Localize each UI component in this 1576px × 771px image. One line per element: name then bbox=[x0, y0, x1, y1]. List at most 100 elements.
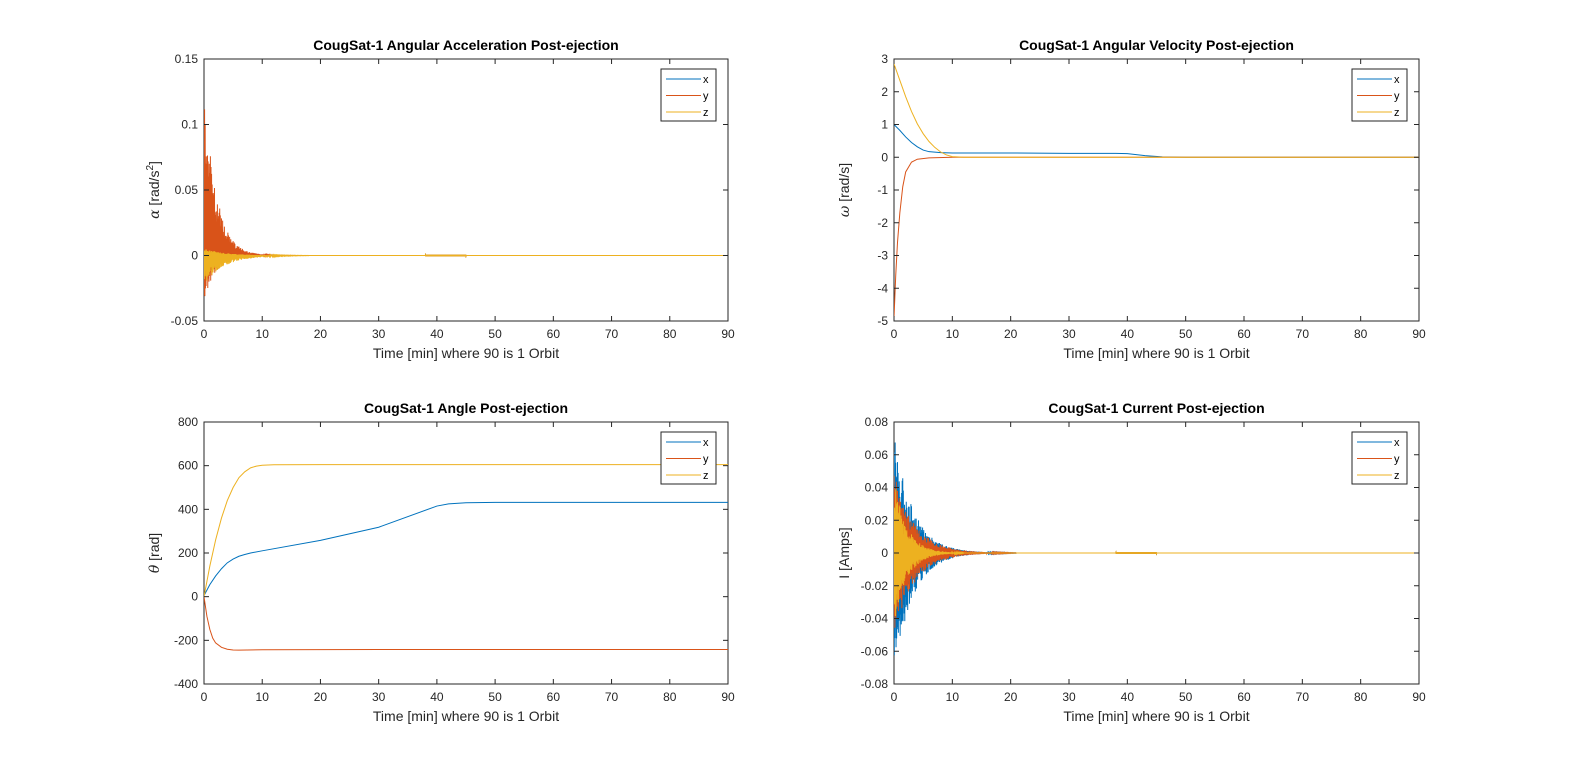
y-tick-label: -2 bbox=[877, 216, 888, 230]
legend-label-y: y bbox=[703, 91, 709, 103]
y-tick-label: -400 bbox=[174, 677, 198, 691]
y-tick-label: 0 bbox=[191, 249, 198, 263]
y-tick-label: -1 bbox=[877, 183, 888, 197]
x-axis-label: Time [min] where 90 is 1 Orbit bbox=[1063, 345, 1249, 361]
x-tick-label: 80 bbox=[1354, 690, 1368, 704]
y-tick-label: 0.15 bbox=[175, 52, 199, 66]
legend-label-z: z bbox=[703, 107, 709, 119]
series-line-z bbox=[204, 464, 728, 597]
x-tick-label: 30 bbox=[1062, 327, 1076, 341]
y-axis-label: α [rad/s2] bbox=[145, 161, 163, 219]
legend-label-x: x bbox=[1394, 437, 1400, 449]
x-tick-label: 20 bbox=[1004, 327, 1018, 341]
legend: xyz bbox=[660, 68, 717, 122]
series-group bbox=[204, 109, 728, 297]
legend-label-x: x bbox=[703, 437, 709, 449]
y-tick-label: 0 bbox=[881, 150, 888, 164]
y-tick-label: 0.06 bbox=[865, 448, 889, 462]
y-tick-label: 3 bbox=[881, 52, 888, 66]
x-tick-label: 20 bbox=[1004, 690, 1018, 704]
y-tick-label: -0.04 bbox=[861, 612, 889, 626]
chart-current: 0 10 20 30 40 50 60 70 80 90 -0.08 -0.06 -0.04 -0.02 0… bbox=[836, 400, 1426, 724]
x-tick-label: 60 bbox=[1237, 327, 1251, 341]
y-tick-label: 0.05 bbox=[175, 183, 199, 197]
legend-label-x: x bbox=[1394, 74, 1400, 86]
chart-angle: 0 10 20 30 40 50 60 70 80 90 -400 -200 0 200 400 600 800… bbox=[146, 400, 735, 724]
x-tick-label: 90 bbox=[1412, 690, 1426, 704]
x-tick-label: 20 bbox=[314, 690, 328, 704]
legend-label-z: z bbox=[703, 470, 709, 482]
x-tick-label: 10 bbox=[946, 327, 960, 341]
y-tick-label: 2 bbox=[881, 85, 888, 99]
x-tick-label: 40 bbox=[1121, 690, 1135, 704]
chart-title: CougSat-1 Angular Acceleration Post-ejec… bbox=[313, 37, 618, 53]
x-tick-label: 80 bbox=[663, 690, 677, 704]
plot-area bbox=[203, 421, 729, 685]
x-tick-label: 0 bbox=[891, 327, 898, 341]
y-tick-label: 0.1 bbox=[181, 118, 198, 132]
chart-title: CougSat-1 Angular Velocity Post-ejection bbox=[1019, 37, 1294, 53]
y-tick-label: -5 bbox=[877, 314, 888, 328]
y-tick-label: 0.04 bbox=[865, 481, 889, 495]
x-axis-label: Time [min] where 90 is 1 Orbit bbox=[373, 345, 559, 361]
x-tick-label: 30 bbox=[1062, 690, 1076, 704]
y-axis-label: ω [rad/s] bbox=[836, 163, 853, 217]
legend: xyz bbox=[660, 431, 717, 485]
x-tick-label: 50 bbox=[1179, 327, 1193, 341]
y-tick-label: -0.06 bbox=[861, 644, 889, 658]
y-tick-label: 1 bbox=[881, 118, 888, 132]
plot-area bbox=[203, 58, 729, 322]
series-group bbox=[894, 63, 1419, 318]
y-axis-label: I [Amps] bbox=[836, 527, 852, 578]
legend-label-z: z bbox=[1394, 107, 1400, 119]
y-axis-label: θ [rad] bbox=[146, 533, 163, 573]
y-tick-label: -200 bbox=[174, 633, 198, 647]
y-tick-label: -4 bbox=[877, 281, 888, 295]
series-line-x bbox=[894, 124, 1419, 158]
x-tick-label: 10 bbox=[256, 327, 270, 341]
x-axis-label: Time [min] where 90 is 1 Orbit bbox=[373, 708, 559, 724]
x-tick-label: 70 bbox=[605, 327, 619, 341]
legend-label-y: y bbox=[703, 454, 709, 466]
y-tick-label: 800 bbox=[178, 415, 198, 429]
x-tick-label: 10 bbox=[256, 690, 270, 704]
y-tick-label: 0 bbox=[881, 546, 888, 560]
x-tick-label: 40 bbox=[430, 327, 444, 341]
plot-area bbox=[893, 58, 1420, 322]
x-tick-label: 70 bbox=[605, 690, 619, 704]
series-line-x bbox=[204, 501, 728, 596]
y-tick-label: 0.08 bbox=[865, 415, 889, 429]
x-tick-label: 20 bbox=[314, 327, 328, 341]
chart-title: CougSat-1 Angle Post-ejection bbox=[364, 400, 568, 416]
y-tick-label: -0.02 bbox=[861, 579, 889, 593]
chart-angular-velocity: 0 10 20 30 40 50 60 70 80 90 -5 -4 -3 -2 -1 0 1 2 3 CougSat… bbox=[836, 37, 1426, 361]
x-tick-label: 80 bbox=[1354, 327, 1368, 341]
y-tick-label: -3 bbox=[877, 249, 888, 263]
series-line-y bbox=[894, 156, 1419, 318]
x-tick-label: 90 bbox=[721, 690, 735, 704]
x-tick-label: 70 bbox=[1296, 327, 1310, 341]
x-tick-label: 90 bbox=[1412, 327, 1426, 341]
series-line-z bbox=[204, 249, 728, 281]
legend-label-z: z bbox=[1394, 470, 1400, 482]
x-tick-label: 50 bbox=[488, 327, 502, 341]
series-group bbox=[894, 442, 1419, 656]
legend: xyz bbox=[1351, 431, 1408, 485]
legend-label-y: y bbox=[1394, 91, 1400, 103]
x-tick-label: 10 bbox=[946, 690, 960, 704]
legend: xyz bbox=[1351, 68, 1408, 122]
y-tick-label: -0.08 bbox=[861, 677, 889, 691]
x-tick-label: 70 bbox=[1296, 690, 1310, 704]
x-tick-label: 30 bbox=[372, 690, 386, 704]
series-line-y bbox=[204, 596, 728, 651]
series-line-z bbox=[894, 63, 1419, 158]
x-tick-label: 60 bbox=[1237, 690, 1251, 704]
x-tick-label: 0 bbox=[201, 690, 208, 704]
x-tick-label: 60 bbox=[547, 690, 561, 704]
y-tick-label: 600 bbox=[178, 459, 198, 473]
x-tick-label: 40 bbox=[430, 690, 444, 704]
legend-label-x: x bbox=[703, 74, 709, 86]
x-tick-label: 0 bbox=[891, 690, 898, 704]
x-axis-label: Time [min] where 90 is 1 Orbit bbox=[1063, 708, 1249, 724]
